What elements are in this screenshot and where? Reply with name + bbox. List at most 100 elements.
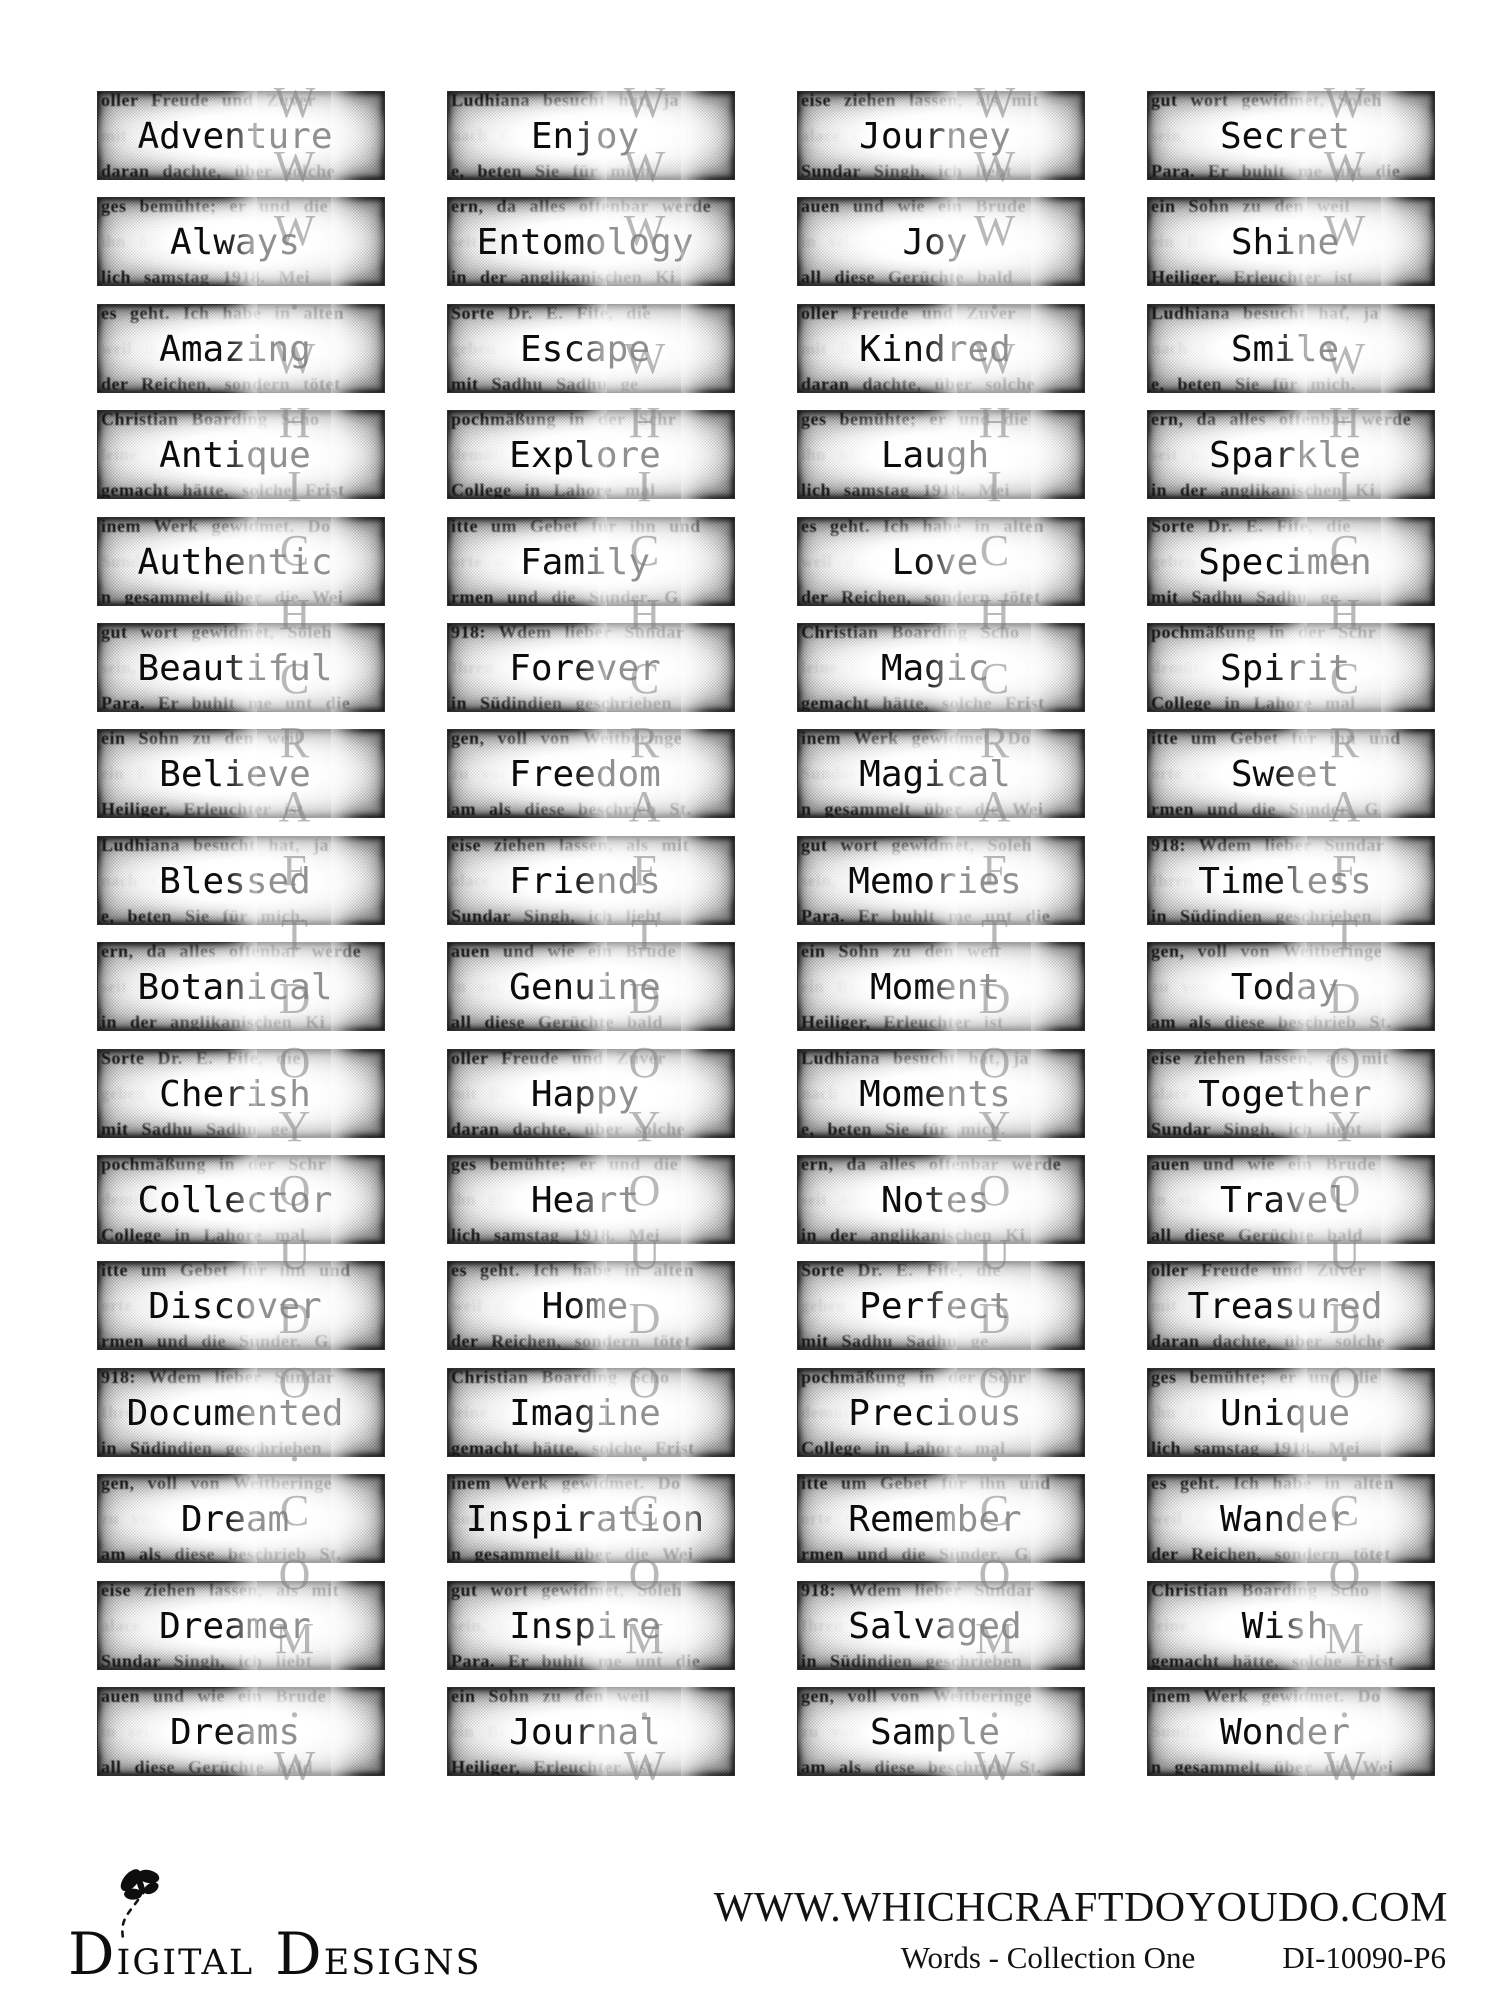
brand-word-designs: Designs xyxy=(275,1920,482,1988)
product-code: DI-10090-P6 xyxy=(1282,1940,1446,1975)
word-tile: ern, da alles offenbar werde seit mit de… xyxy=(797,1155,1085,1244)
word-tile: inem Werk gewidmet. Do Sundar bei den Re… xyxy=(97,517,385,606)
tile-word: Precious xyxy=(848,1392,1022,1434)
word-tile: auen und wie ein Brude in sei. Gut, zu f… xyxy=(797,197,1085,286)
tile-word: Amazing xyxy=(159,328,311,370)
tile-word: Moments xyxy=(859,1073,1011,1115)
word-tile: eise ziehen lassen, als mit alace Calcut… xyxy=(97,1581,385,1670)
tile-word: Shine xyxy=(1230,221,1340,263)
tile-word: Home xyxy=(541,1285,629,1327)
word-tile: Ludhiana besucht hat, ja nach Ceylon im … xyxy=(1147,304,1435,393)
tile-word: Dream xyxy=(180,1498,290,1540)
word-tile: 918: Wdem lieber Sundar Ihren Brief zu e… xyxy=(97,1368,385,1457)
word-tile: auen und wie ein Brude in sei. Gut, zu f… xyxy=(97,1687,385,1776)
word-tile: inem Werk gewidmet. Do Sundar bei den Re… xyxy=(797,729,1085,818)
word-tile: ges bemühte; er und die ihn über die Hei… xyxy=(447,1155,735,1244)
word-tile: oller Freude und Zuver mit ihnen bei der… xyxy=(97,91,385,180)
word-tile: ges bemühte; er und die ihn über die Hei… xyxy=(797,410,1085,499)
word-tile: Christian Boarding Scho leine weitere La… xyxy=(97,410,385,499)
word-tile: eise ziehen lassen, als mit alace Calcut… xyxy=(797,91,1085,180)
tile-word: Magic xyxy=(880,647,990,689)
tile-word: Antique xyxy=(159,434,311,476)
word-tile: es geht. Ich habe in alten weil dieser j… xyxy=(97,304,385,393)
tile-word: Documented xyxy=(126,1392,344,1434)
tile-word: Love xyxy=(891,541,979,583)
butterfly-icon xyxy=(120,1869,160,1940)
tile-word: Travel xyxy=(1219,1179,1351,1221)
tile-word: Spirit xyxy=(1219,647,1351,689)
tile-word: Inspire xyxy=(509,1605,661,1647)
tile-word: Moment xyxy=(869,966,1001,1008)
word-tile: ern, da alles offenbar werde seit mit de… xyxy=(1147,410,1435,499)
word-tile: Christian Boarding Scho leine weitere La… xyxy=(797,623,1085,712)
tile-word: Freedom xyxy=(509,753,661,795)
collection-title: Words - Collection One xyxy=(900,1940,1196,1975)
tile-word: Authentic xyxy=(137,541,333,583)
tile-word: Timeless xyxy=(1198,860,1372,902)
word-tile: Sorte Dr. E. Fife, die geben dar Singh v… xyxy=(797,1261,1085,1350)
word-tile: itte um Gebet für ihn und orte welche be… xyxy=(797,1474,1085,1563)
word-tile: ern, da alles offenbar werde seit mit de… xyxy=(447,197,735,286)
word-tile: gen, voll von Weitberinge zu von Studien… xyxy=(447,729,735,818)
tile-word: Salvaged xyxy=(848,1605,1022,1647)
brand-logo-text: Digital Designs xyxy=(68,1920,482,1988)
word-tile: es geht. Ich habe in alten weil dieser j… xyxy=(1147,1474,1435,1563)
tile-word: Secret xyxy=(1219,115,1351,157)
word-tile: ein Sohn zu den weil ein Bruder zu sein … xyxy=(797,942,1085,1031)
word-tile: ges bemühte; er und die ihn über die Hei… xyxy=(97,197,385,286)
word-tile: es geht. Ich habe in alten weil dieser j… xyxy=(447,1261,735,1350)
tile-word: Remember xyxy=(848,1498,1022,1540)
word-tile: oller Freude und Zuver mit ihnen bei der… xyxy=(797,304,1085,393)
word-tile: Sorte Dr. E. Fife, die geben dar Singh v… xyxy=(447,304,735,393)
brand-word-digital: Digital xyxy=(68,1920,255,1988)
word-tile: eise ziehen lassen, als mit alace Calcut… xyxy=(1147,1049,1435,1138)
tile-word: Smile xyxy=(1230,328,1340,370)
tile-word: Wander xyxy=(1219,1498,1351,1540)
tile-word: Wish xyxy=(1241,1605,1329,1647)
tile-word: Dreamer xyxy=(159,1605,311,1647)
word-tile: itte um Gebet für ihn und orte welche be… xyxy=(447,517,735,606)
tile-word: Cherish xyxy=(159,1073,311,1115)
watermark-band: WWW.WHICHCRAFTDOYOUDO.COM.WWW.WHICHCRAFT… xyxy=(257,78,331,1780)
word-tile: ein Sohn zu den weil ein Bruder zu sein … xyxy=(97,729,385,818)
word-tile: Ludhiana besucht hat, ja nach Ceylon im … xyxy=(447,91,735,180)
word-tile: 918: Wdem lieber Sundar Ihren Brief zu e… xyxy=(797,1581,1085,1670)
tile-word: Enjoy xyxy=(530,115,640,157)
tile-word: Blessed xyxy=(159,860,311,902)
word-tile: 918: Wdem lieber Sundar Ihren Brief zu e… xyxy=(447,623,735,712)
footer-line2: Words - Collection One DI-10090-P6 xyxy=(648,1940,1448,1978)
word-tile: inem Werk gewidmet. Do Sundar bei den Re… xyxy=(1147,1687,1435,1776)
tile-word: Laugh xyxy=(880,434,990,476)
tile-word: Family xyxy=(519,541,651,583)
watermark-band: WWW.WHICHCRAFTDOYOUDO.COM.WWW.WHICHCRAFT… xyxy=(957,78,1031,1780)
word-tile: gut wort gewidmet, Soleh sein, erfahren,… xyxy=(447,1581,735,1670)
tile-word: Sample xyxy=(869,1711,1001,1753)
tile-word: Discover xyxy=(148,1285,322,1327)
word-tile: ern, da alles offenbar werde seit mit de… xyxy=(97,942,385,1031)
word-tile: pochmäßung in der Schr demütige Seele be… xyxy=(97,1155,385,1244)
tile-word: Imagine xyxy=(509,1392,661,1434)
word-tile: Sorte Dr. E. Fife, die geben dar Singh v… xyxy=(97,1049,385,1138)
word-tile: inem Werk gewidmet. Do Sundar bei den Re… xyxy=(447,1474,735,1563)
word-tile: Christian Boarding Scho leine weitere La… xyxy=(447,1368,735,1457)
word-tile: gut wort gewidmet, Soleh sein, erfahren,… xyxy=(1147,91,1435,180)
tile-word: Notes xyxy=(880,1179,990,1221)
tile-word: Memories xyxy=(848,860,1022,902)
tile-word: Inspiration xyxy=(465,1498,705,1540)
word-tile: 918: Wdem lieber Sundar Ihren Brief zu e… xyxy=(1147,836,1435,925)
word-tile: Ludhiana besucht hat, ja nach Ceylon im … xyxy=(797,1049,1085,1138)
word-tile: gen, voll von Weitberinge zu von Studien… xyxy=(1147,942,1435,1031)
word-tile: Ludhiana besucht hat, ja nach Ceylon im … xyxy=(97,836,385,925)
word-tile: pochmäßung in der Schr demütige Seele be… xyxy=(797,1368,1085,1457)
tile-word: Wonder xyxy=(1219,1711,1351,1753)
tile-word: Botanical xyxy=(137,966,333,1008)
word-tile: itte um Gebet für ihn und orte welche be… xyxy=(97,1261,385,1350)
tile-word: Collector xyxy=(137,1179,333,1221)
tile-word: Genuine xyxy=(509,966,661,1008)
tile-word: Explore xyxy=(509,434,661,476)
tile-word: Perfect xyxy=(859,1285,1011,1327)
watermark-band: WWW.WHICHCRAFTDOYOUDO.COM.WWW.WHICHCRAFT… xyxy=(607,78,681,1780)
tile-word: Kindred xyxy=(859,328,1011,370)
tile-word: Joy xyxy=(902,221,968,263)
